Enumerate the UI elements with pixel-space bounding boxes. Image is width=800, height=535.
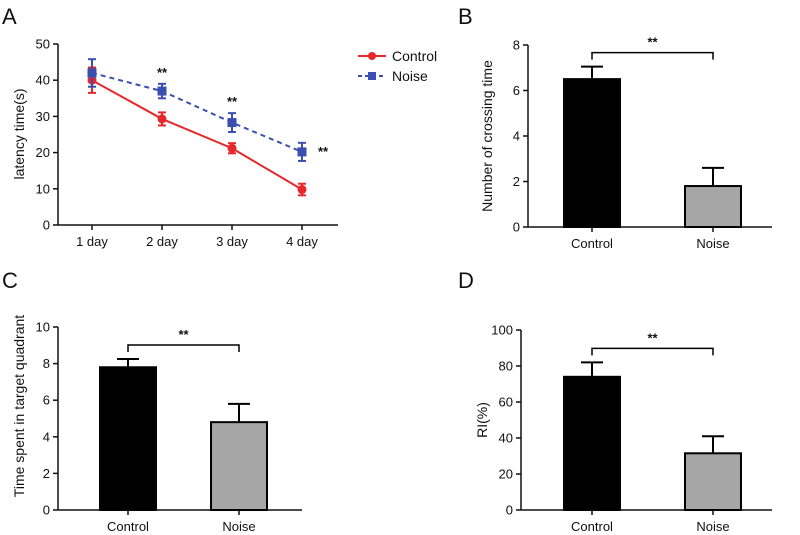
panel-d-y-tick-label: 20 [499,467,513,482]
panel-b-x-tick-label: Noise [696,236,729,251]
panel-d-bar-noise [684,452,742,511]
panel-d-y-tick-label: 80 [499,359,513,374]
panel-d-y-tick-label: 60 [499,395,513,410]
panel-a-legend: Control Noise [358,48,437,84]
panel-a-y-tick-label: 10 [36,181,50,196]
panel-a-significance-label: ** [227,94,238,109]
panel-d-x-tick-label: Control [571,519,613,534]
panel-a-significance-label: ** [318,144,329,159]
panel-a-y-tick-label: 30 [36,109,50,124]
series-control-point [227,143,237,153]
panel-c-x-tick-label: Control [107,519,149,534]
panel-a-significance-label: ** [157,65,168,80]
panel-d-y-tick-label: 40 [499,431,513,446]
series-noise-point [87,68,97,78]
series-noise-point [227,118,237,128]
legend-noise-label: Noise [392,68,428,84]
panel-a-x-tick-label: 2 day [146,234,178,249]
panel-c-y-tick-label: 6 [43,393,50,408]
panel-d-significance-label: ** [647,330,658,345]
panel-b-ylabel: Number of crossing time [479,60,495,212]
legend-noise-marker [368,72,376,80]
panel-d-significance-bracket [591,347,714,356]
panel-d-bar-control [563,375,621,511]
series-noise-point [157,86,167,96]
panel-d-y-tick-label: 0 [506,503,513,518]
panel-d-x-tick-label: Noise [696,519,729,534]
panel-c-significance-bracket [127,344,240,353]
panel-b-significance-label: ** [647,35,658,50]
panel-a-x-tick-label: 4 day [286,234,318,249]
series-control-point [297,185,307,195]
panel-a-y-tick-label: 40 [36,73,50,88]
series-control-line [91,79,303,191]
series-noise-line [91,71,303,153]
panel-letter-a: A [2,4,17,29]
panel-c-significance-label: ** [178,327,189,342]
series-control-point [157,114,167,124]
panel-b-x-tick-label: Control [571,236,613,251]
panel-b-y-tick-label: 2 [513,174,520,189]
panel-c-bar-control [99,366,157,512]
panel-c-x-tick-label: Noise [222,519,255,534]
panel-b-y-tick-label: 8 [513,38,520,53]
panel-letter-c: C [2,268,18,293]
panel-a-x-tick-label: 3 day [216,234,248,249]
panel-c-ylabel: Time spent in target quadrant [11,315,27,497]
panel-c-y-tick-label: 0 [43,503,50,518]
panel-c-bar-noise [210,421,268,511]
legend-control-marker [368,52,376,60]
panel-a-ylabel: latency time(s) [11,88,27,179]
panel-b-bar-noise [684,185,742,229]
legend-control-label: Control [392,48,437,64]
panel-b-y-tick-label: 4 [513,129,520,144]
panel-c-y-tick-label: 2 [43,466,50,481]
panel-a-y-tick-label: 0 [43,218,50,233]
panel-d-ylabel: RI(%) [474,402,490,438]
panel-d-y-tick-label: 100 [491,323,513,338]
panel-b-y-tick-label: 6 [513,83,520,98]
panel-a-y-tick-label: 50 [36,37,50,52]
panel-letter-b: B [458,4,473,29]
series-noise-point [297,147,307,157]
panel-b-significance-bracket [591,51,714,60]
panel-b-y-tick-label: 0 [513,220,520,235]
panel-a-y-tick-label: 20 [36,145,50,160]
panel-c-y-tick-label: 8 [43,356,50,371]
panel-letter-d: D [458,268,474,293]
panel-a-x-tick-label: 1 day [76,234,108,249]
panel-b-bar-control [563,78,621,228]
panel-c-y-tick-label: 4 [43,429,50,444]
panel-c-y-tick-label: 10 [36,320,50,335]
